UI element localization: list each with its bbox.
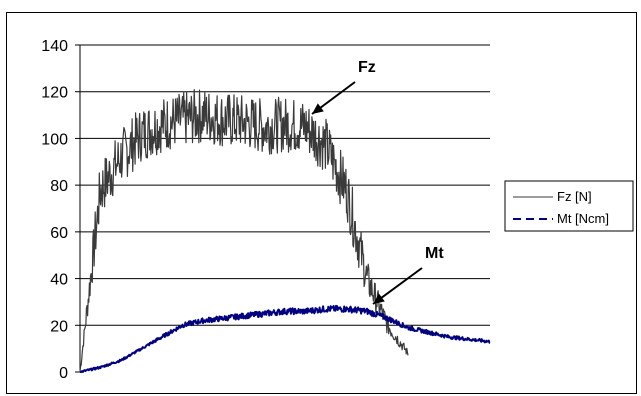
y-tick-label: 60 (50, 225, 68, 242)
annotation-mt: Mt (425, 245, 444, 262)
y-tick-label: 40 (50, 272, 68, 289)
y-tick-label: 20 (50, 318, 68, 335)
annotation-arrowhead (373, 293, 385, 304)
y-tick-labels: 0 20 40 60 80 100 120 140 (41, 38, 68, 382)
y-tick-label: 0 (59, 365, 68, 382)
axes (75, 44, 81, 373)
y-tick-label: 80 (50, 178, 68, 195)
series-mt-line (79, 304, 491, 373)
y-tick-label: 100 (41, 131, 68, 148)
y-tick-label: 140 (41, 38, 68, 55)
series-fz-line (79, 89, 409, 373)
legend: Fz [N] Mt [Ncm] (504, 180, 634, 232)
legend-label: Fz [N] (557, 189, 592, 204)
series-lines (79, 89, 491, 373)
legend-label: Mt [Ncm] (557, 211, 609, 226)
gridlines (80, 44, 490, 326)
annotations: Fz Mt (311, 59, 444, 305)
legend-box (504, 180, 634, 232)
annotation-arrowhead (312, 103, 324, 114)
y-tick-label: 120 (41, 85, 68, 102)
annotation-fz: Fz (358, 59, 376, 76)
